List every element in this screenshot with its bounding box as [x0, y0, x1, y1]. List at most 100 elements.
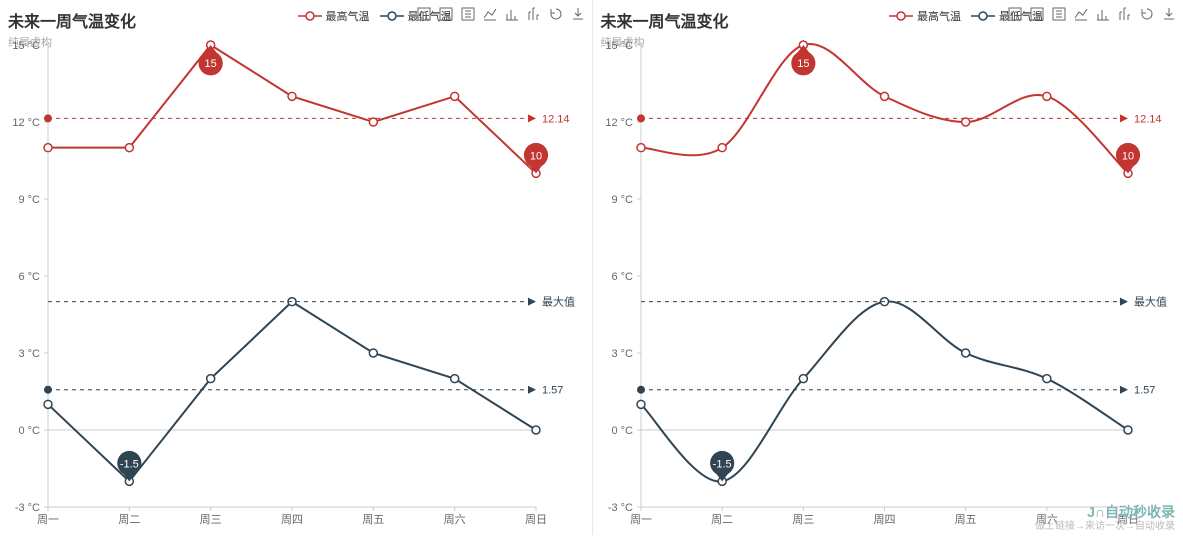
- y-tick-label: 6 °C: [18, 271, 40, 283]
- marker-label: 10: [1121, 150, 1133, 162]
- series-point-low[interactable]: [451, 375, 459, 383]
- legend-label-high: 最高气温: [917, 8, 961, 24]
- zoom-reset-icon[interactable]: [1029, 6, 1045, 22]
- max-ref-label: 最大值: [542, 295, 575, 309]
- legend-item-high[interactable]: 最高气温: [298, 8, 370, 24]
- data-view-icon[interactable]: [1051, 6, 1067, 22]
- series-point-high[interactable]: [961, 118, 969, 126]
- series-point-low[interactable]: [961, 349, 969, 357]
- avg-line-arrow: [1120, 114, 1128, 122]
- series-point-high[interactable]: [369, 118, 377, 126]
- area-zoom-icon[interactable]: [416, 6, 432, 22]
- series-point-low[interactable]: [44, 400, 52, 408]
- series-point-low[interactable]: [1042, 375, 1050, 383]
- avg-line-label: 12.14: [542, 113, 570, 125]
- save-image-icon[interactable]: [570, 6, 586, 22]
- legend-item-high[interactable]: 最高气温: [889, 8, 961, 24]
- x-tick-label: 周五: [954, 513, 976, 526]
- series-point-high[interactable]: [637, 144, 645, 152]
- x-tick-label: 周四: [873, 513, 895, 526]
- ref-line-arrow: [528, 298, 536, 306]
- avg-line-arrow: [1120, 386, 1128, 394]
- avg-line-label: 1.57: [542, 385, 563, 397]
- x-tick-label: 周二: [118, 513, 140, 526]
- x-tick-label: 周一: [37, 513, 59, 526]
- toolbox: [416, 6, 586, 22]
- series-point-high[interactable]: [1042, 92, 1050, 100]
- y-tick-label: 12 °C: [605, 117, 633, 129]
- series-point-low[interactable]: [369, 349, 377, 357]
- save-image-icon[interactable]: [1161, 6, 1177, 22]
- chart-panel-right: 未来一周气温变化 纯属虚构 最高气温 最低气温 -3 °C0 °C3 °C6 °…: [592, 0, 1183, 535]
- x-tick-label: 周二: [711, 513, 733, 526]
- y-tick-label: -3 °C: [15, 502, 40, 514]
- zoom-reset-icon[interactable]: [438, 6, 454, 22]
- series-point-high[interactable]: [880, 92, 888, 100]
- x-tick-label: 周六: [444, 513, 466, 526]
- avg-line-start-dot: [637, 386, 645, 394]
- series-point-low[interactable]: [1124, 426, 1132, 434]
- series-point-high[interactable]: [44, 144, 52, 152]
- y-tick-label: -3 °C: [607, 502, 632, 514]
- max-ref-label: 最大值: [1134, 295, 1167, 309]
- bar-chart-icon[interactable]: [504, 6, 520, 22]
- x-tick-label: 周三: [200, 513, 222, 526]
- series-point-high[interactable]: [125, 144, 133, 152]
- y-tick-label: 12 °C: [12, 117, 40, 129]
- legend-label-high: 最高气温: [326, 8, 370, 24]
- series-line-high: [641, 44, 1128, 173]
- x-tick-label: 周六: [1035, 513, 1057, 526]
- x-tick-label: 周三: [792, 513, 814, 526]
- x-tick-label: 周一: [630, 513, 652, 526]
- chart-svg: -3 °C 0 °C 3 °C 6 °C 9 °C 12 °C 15 °C 周一 周二 周三 周四 周…: [0, 35, 592, 535]
- x-tick-label: 周五: [362, 513, 384, 526]
- y-tick-label: 0 °C: [611, 425, 633, 437]
- toolbox: [1007, 6, 1177, 22]
- series-line-high: [48, 45, 536, 173]
- y-tick-label: 9 °C: [611, 194, 633, 206]
- series-point-low[interactable]: [799, 375, 807, 383]
- y-tick-label: 3 °C: [18, 348, 40, 360]
- marker-label: 15: [797, 58, 809, 70]
- marker-label: 15: [205, 58, 217, 70]
- avg-line-arrow: [528, 114, 536, 122]
- restore-icon[interactable]: [548, 6, 564, 22]
- chart-svg: -3 °C 0 °C 3 °C 6 °C 9 °C 12 °C 15 °C 周一 周二 周三 周四 周…: [593, 35, 1183, 535]
- restore-icon[interactable]: [1139, 6, 1155, 22]
- marker-label: -1.5: [120, 458, 139, 470]
- y-tick-label: 15 °C: [12, 40, 40, 52]
- marker-label: 10: [530, 150, 542, 162]
- ref-line-arrow: [1120, 298, 1128, 306]
- stack-icon[interactable]: [526, 6, 542, 22]
- bar-chart-icon[interactable]: [1095, 6, 1111, 22]
- line-chart-icon[interactable]: [1073, 6, 1089, 22]
- series-point-high[interactable]: [451, 92, 459, 100]
- stack-icon[interactable]: [1117, 6, 1133, 22]
- y-tick-label: 15 °C: [605, 40, 633, 52]
- data-view-icon[interactable]: [460, 6, 476, 22]
- x-tick-label: 周日: [1117, 513, 1139, 526]
- avg-line-label: 1.57: [1134, 385, 1155, 397]
- chart-area: -3 °C 0 °C 3 °C 6 °C 9 °C 12 °C 15 °C 周一 周二 周三 周四 周…: [593, 35, 1183, 535]
- y-tick-label: 9 °C: [18, 194, 40, 206]
- line-chart-icon[interactable]: [482, 6, 498, 22]
- avg-line-start-dot: [44, 114, 52, 122]
- x-tick-label: 周日: [525, 513, 547, 526]
- y-tick-label: 6 °C: [611, 271, 633, 283]
- y-tick-label: 0 °C: [18, 425, 40, 437]
- x-tick-label: 周四: [281, 513, 303, 526]
- avg-line-start-dot: [44, 386, 52, 394]
- chart-area: -3 °C 0 °C 3 °C 6 °C 9 °C 12 °C 15 °C 周一 周二 周三 周四 周…: [0, 35, 592, 535]
- chart-panel-left: 未来一周气温变化 纯属虚构 最高气温 最低气温 -3 °C0 °C3 °C6 °…: [0, 0, 592, 535]
- area-zoom-icon[interactable]: [1007, 6, 1023, 22]
- avg-line-label: 12.14: [1134, 113, 1162, 125]
- avg-line-start-dot: [637, 114, 645, 122]
- marker-label: -1.5: [712, 458, 731, 470]
- avg-line-arrow: [528, 386, 536, 394]
- series-point-low[interactable]: [637, 400, 645, 408]
- series-point-low[interactable]: [207, 375, 215, 383]
- series-point-low[interactable]: [532, 426, 540, 434]
- series-point-high[interactable]: [288, 92, 296, 100]
- y-tick-label: 3 °C: [611, 348, 633, 360]
- series-point-high[interactable]: [718, 144, 726, 152]
